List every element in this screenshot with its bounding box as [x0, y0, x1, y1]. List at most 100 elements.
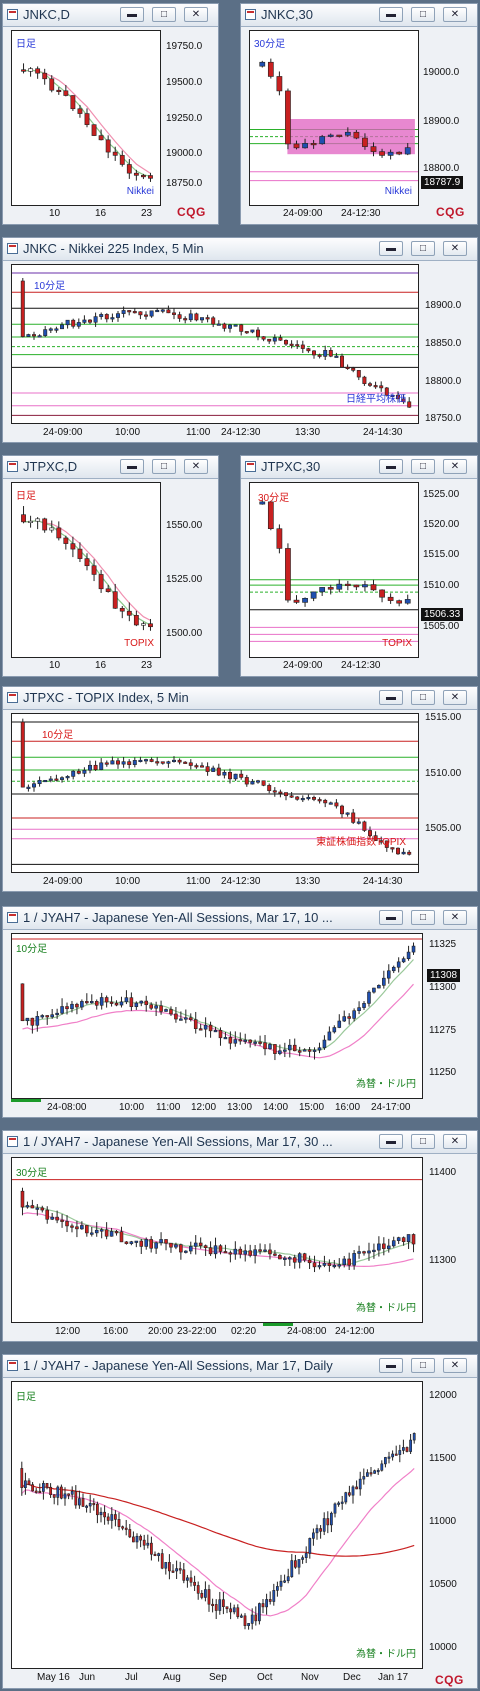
candle-body: [328, 802, 333, 805]
window-jyah7-10min[interactable]: 1 / JYAH7 - Japanese Yen-All Sessions, M…: [2, 906, 478, 1118]
candle-body: [373, 385, 378, 388]
close-button[interactable]: ✕: [443, 241, 467, 256]
title-bar[interactable]: 1 / JYAH7 - Japanese Yen-All Sessions, M…: [3, 1131, 477, 1154]
candle-body: [141, 623, 146, 626]
chart-plot-area[interactable]: 10分足 為替・ドル円: [11, 933, 423, 1099]
candle-body: [74, 1490, 78, 1506]
timeframe-label: 日足: [16, 1392, 36, 1403]
candle-body: [35, 1207, 40, 1210]
maximize-button[interactable]: □: [411, 690, 435, 705]
maximize-button[interactable]: □: [411, 1358, 435, 1373]
chart-plot-area[interactable]: 10分足 東証株価指数TOPIX: [11, 713, 419, 873]
candle-body: [188, 1246, 193, 1252]
candle-body: [119, 1231, 124, 1243]
chart-plot-area[interactable]: 日足 TOPIX: [11, 482, 161, 658]
candle-body: [20, 1468, 24, 1488]
minimize-button[interactable]: ▬: [379, 690, 403, 705]
candle-body: [372, 987, 376, 993]
scroll-indicator[interactable]: [263, 1323, 293, 1326]
title-bar[interactable]: JNKC,D ▬ □ ✕: [3, 4, 218, 27]
window-jnkc-daily[interactable]: JNKC,D ▬ □ ✕ 日足 Nikkei 19750.0 19500.0 1…: [2, 3, 219, 225]
candle-body: [67, 1493, 70, 1496]
y-tick: 11300: [429, 982, 457, 993]
title-bar[interactable]: JTPXC,30 ▬ □ ✕: [241, 456, 477, 479]
y-tick: 1500.00: [166, 628, 203, 639]
minimize-button[interactable]: ▬: [379, 459, 403, 474]
close-button[interactable]: ✕: [443, 910, 467, 925]
maximize-button[interactable]: □: [411, 7, 435, 22]
candle-body: [166, 761, 171, 764]
title-bar[interactable]: 1 / JYAH7 - Japanese Yen-All Sessions, M…: [3, 907, 477, 930]
candle-body: [362, 1476, 366, 1480]
window-jtpxc-daily[interactable]: JTPXC,D ▬ □ ✕ 日足 TOPIX 1550.00 1525.00 1…: [2, 455, 219, 677]
close-button[interactable]: ✕: [443, 1358, 467, 1373]
candle-body: [55, 1216, 59, 1221]
y-tick: 1550.00: [166, 520, 203, 531]
candle-body: [84, 113, 90, 125]
y-tick: 18850.0: [425, 338, 462, 349]
minimize-button[interactable]: ▬: [379, 1358, 403, 1373]
minimize-button[interactable]: ▬: [379, 241, 403, 256]
maximize-button[interactable]: □: [411, 1134, 435, 1149]
chart-plot-area[interactable]: 日足 為替・ドル円: [11, 1381, 423, 1669]
candle-body: [104, 997, 109, 1003]
candle-body: [183, 318, 188, 321]
candle-body: [370, 146, 377, 152]
candle-body: [186, 1577, 189, 1581]
candle-body: [52, 1494, 56, 1498]
candle-body: [248, 1039, 252, 1043]
candle-body: [188, 1017, 193, 1020]
candle-body: [372, 1249, 376, 1252]
title-bar[interactable]: JNKC - Nikkei 225 Index, 5 Min ▬ □ ✕: [3, 238, 477, 261]
window-jtpxc-5min[interactable]: JTPXC - TOPIX Index, 5 Min ▬ □ ✕ 10分足 東証…: [2, 686, 478, 892]
maximize-button[interactable]: □: [152, 459, 176, 474]
candle-body: [24, 1480, 27, 1488]
scroll-indicator[interactable]: [11, 1099, 41, 1102]
close-button[interactable]: ✕: [443, 459, 467, 474]
candle-body: [404, 147, 411, 155]
candle-body: [297, 1050, 302, 1053]
chart-plot-area[interactable]: 30分足 Nikkei: [249, 30, 419, 206]
candle-body: [401, 1237, 406, 1242]
window-jyah7-30min[interactable]: 1 / JYAH7 - Japanese Yen-All Sessions, M…: [2, 1130, 478, 1342]
title-bar[interactable]: 1 / JYAH7 - Japanese Yen-All Sessions, M…: [3, 1355, 477, 1378]
minimize-button[interactable]: ▬: [120, 459, 144, 474]
candle-body: [25, 1205, 30, 1208]
title-bar[interactable]: JTPXC - TOPIX Index, 5 Min ▬ □ ✕: [3, 687, 477, 710]
minimize-button[interactable]: ▬: [379, 1134, 403, 1149]
chart-plot-area[interactable]: 30分足 為替・ドル円: [11, 1157, 423, 1323]
close-button[interactable]: ✕: [443, 690, 467, 705]
window-jtpxc-30min[interactable]: JTPXC,30 ▬ □ ✕ 30分足 TOPIX 1506.33 1525.0…: [240, 455, 478, 677]
candle-body: [20, 721, 25, 788]
minimize-button[interactable]: ▬: [120, 7, 144, 22]
title-bar[interactable]: JNKC,30 ▬ □ ✕: [241, 4, 477, 27]
chart-plot-area[interactable]: 30分足 TOPIX: [249, 482, 419, 658]
maximize-button[interactable]: □: [411, 910, 435, 925]
maximize-button[interactable]: □: [411, 241, 435, 256]
candle-body: [205, 766, 210, 772]
candle-body: [322, 1039, 327, 1049]
chart-plot-area[interactable]: 日足 Nikkei: [11, 30, 161, 206]
close-button[interactable]: ✕: [443, 1134, 467, 1149]
close-button[interactable]: ✕: [184, 459, 208, 474]
window-jyah7-daily[interactable]: 1 / JYAH7 - Japanese Yen-All Sessions, M…: [2, 1354, 478, 1689]
window-jnkc-5min[interactable]: JNKC - Nikkei 225 Index, 5 Min ▬ □ ✕ 10分…: [2, 237, 478, 443]
candle-body: [362, 137, 368, 147]
minimize-button[interactable]: ▬: [379, 910, 403, 925]
candle-body: [174, 1013, 178, 1020]
window-jnkc-30min[interactable]: JNKC,30 ▬ □ ✕ 30分足 Nikkei 18787.9 19000.…: [240, 3, 478, 225]
maximize-button[interactable]: □: [152, 7, 176, 22]
candle-body: [20, 1190, 25, 1208]
maximize-button[interactable]: □: [411, 459, 435, 474]
moving-average-line: [22, 983, 414, 1059]
minimize-button[interactable]: ▬: [379, 7, 403, 22]
close-button[interactable]: ✕: [443, 7, 467, 22]
chart-plot-area[interactable]: 10分足 日経平均株価: [11, 264, 419, 424]
candle-body: [384, 1457, 387, 1465]
candle-body: [196, 1585, 200, 1594]
candle-body: [56, 89, 62, 92]
title-bar[interactable]: JTPXC,D ▬ □ ✕: [3, 456, 218, 479]
candle-body: [379, 385, 384, 389]
candle-body: [273, 1253, 277, 1256]
close-button[interactable]: ✕: [184, 7, 208, 22]
